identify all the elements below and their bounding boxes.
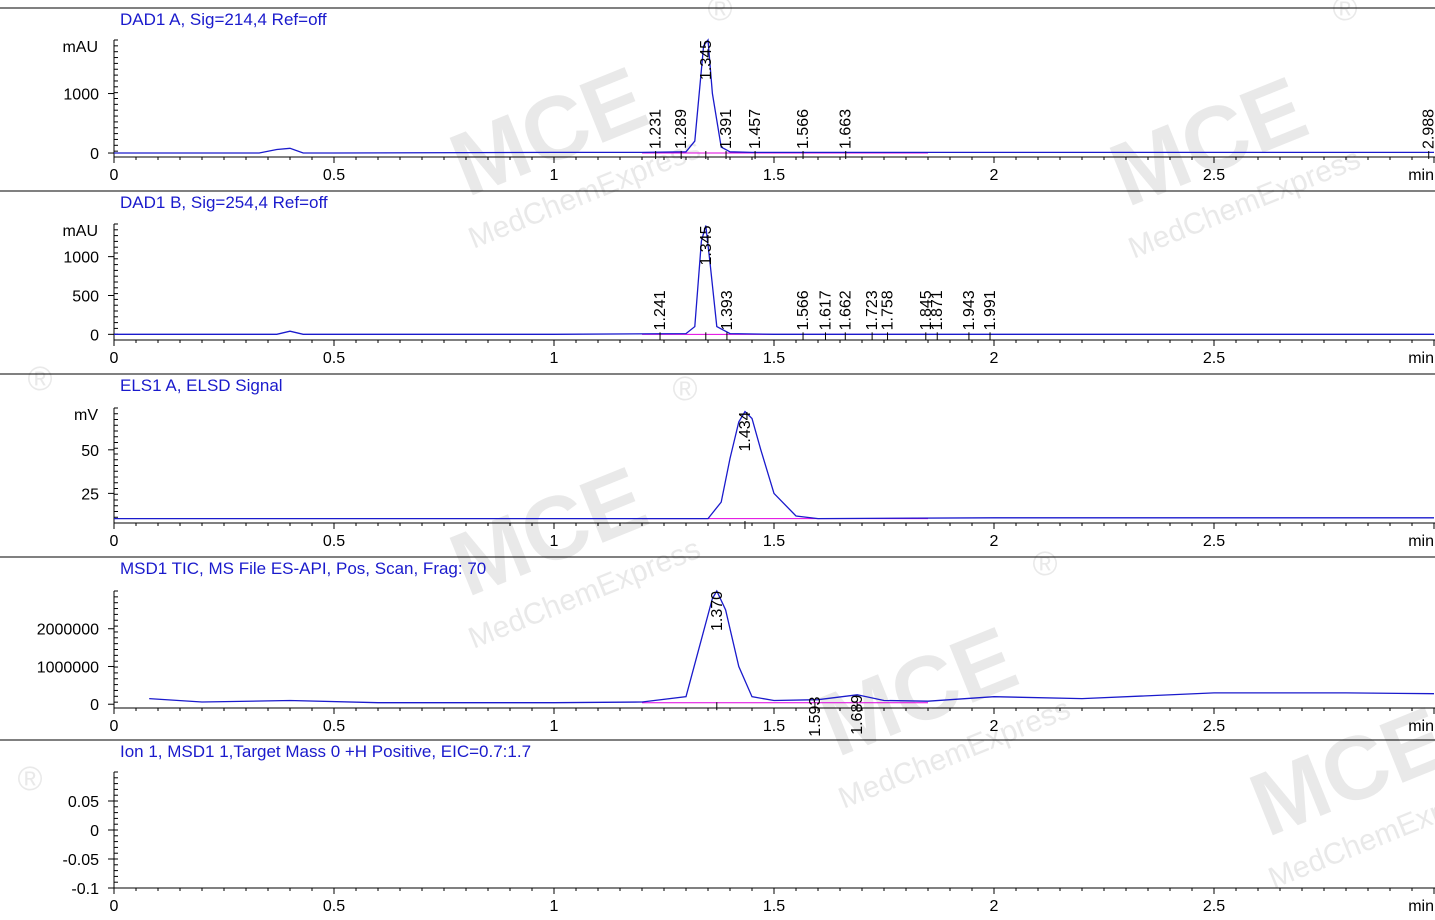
x-tick-label: 0: [110, 533, 119, 550]
x-tick-label: 1: [550, 898, 559, 915]
peak-label: 1.845: [918, 290, 935, 330]
y-unit-label: mAU: [62, 223, 98, 240]
signal-trace: [149, 589, 1435, 704]
y-tick-label: 500: [72, 288, 99, 305]
x-unit-label: min: [1408, 350, 1434, 367]
chart-panel-3: ELS1 A, ELSD Signal mV 25 50 0 0.5 1 1.5 2 2.5 min…: [0, 373, 1435, 550]
x-unit-label: min: [1408, 167, 1434, 184]
panel-title: MSD1 TIC, MS File ES-API, Pos, Scan, Fra…: [120, 559, 486, 578]
x-tick-label: 0: [110, 350, 119, 367]
x-tick-label: 0: [110, 898, 119, 915]
panel-title: DAD1 B, Sig=254,4 Ref=off: [120, 193, 328, 212]
peak-label: 1.943: [961, 290, 978, 330]
x-tick-label: 2: [990, 898, 999, 915]
y-unit-label: mV: [74, 407, 98, 424]
x-tick-label: 1: [550, 167, 559, 184]
chart-panel-1: DAD1 A, Sig=214,4 Ref=off mAU 0 1000 0 0.5 1 1.…: [0, 7, 1435, 184]
peak-label: 1.231: [648, 109, 665, 149]
peak-label: 1.662: [837, 290, 854, 330]
y-tick-label: -0.05: [63, 852, 100, 869]
peak-label: 1.434: [737, 411, 754, 451]
peak-label: 1.991: [982, 290, 999, 330]
x-tick-label: 2: [990, 350, 999, 367]
y-tick-label: 0: [90, 823, 99, 840]
x-tick-label: 2.5: [1203, 167, 1225, 184]
y-tick-label: 2000000: [37, 622, 99, 639]
y-unit-label: mAU: [62, 39, 98, 56]
x-tick-label: 1: [550, 718, 559, 735]
y-tick-label: 1000000: [37, 659, 99, 676]
peak-label: 1.593: [807, 697, 824, 737]
x-tick-label: 1.5: [763, 167, 785, 184]
peak-label: 1.566: [795, 109, 812, 149]
x-tick-label: 1.5: [763, 898, 785, 915]
signal-trace: [114, 410, 1434, 520]
peak-label: 1.723: [864, 290, 881, 330]
x-tick-label: 2.5: [1203, 718, 1225, 735]
x-tick-label: 0.5: [323, 718, 345, 735]
peak-label: 1.345: [698, 40, 715, 80]
x-tick-label: 0: [110, 718, 119, 735]
x-unit-label: min: [1408, 533, 1434, 550]
peak-label: 2.988: [1421, 109, 1435, 149]
x-tick-label: 2.5: [1203, 898, 1225, 915]
panel-title: ELS1 A, ELSD Signal: [120, 376, 283, 395]
y-tick-label: 25: [81, 486, 99, 503]
watermark-registered: ®: [672, 370, 697, 408]
watermark-registered: ®: [17, 760, 42, 798]
peak-label: 1.758: [880, 290, 897, 330]
chart-panel-4: MSD1 TIC, MS File ES-API, Pos, Scan, Fra…: [0, 556, 1435, 737]
watermark-registered: ®: [1032, 545, 1057, 583]
watermark-registered: ®: [27, 360, 52, 398]
x-tick-label: 2: [990, 718, 999, 735]
y-tick-label: 50: [81, 443, 99, 460]
x-tick-label: 1: [550, 533, 559, 550]
y-tick-label: -0.1: [71, 881, 99, 898]
x-tick-label: 0.5: [323, 533, 345, 550]
x-tick-label: 0.5: [323, 167, 345, 184]
chart-panel-5: Ion 1, MSD1 1,Target Mass 0 +H Positive,…: [0, 739, 1435, 915]
y-tick-label: 1000: [63, 87, 99, 104]
x-unit-label: min: [1408, 718, 1434, 735]
peak-label: 1.393: [719, 290, 736, 330]
peak-label: 1.289: [673, 109, 690, 149]
peak-label: 1.391: [718, 109, 735, 149]
peak-label: 1.617: [817, 290, 834, 330]
panel-title: DAD1 A, Sig=214,4 Ref=off: [120, 10, 327, 29]
x-tick-label: 1.5: [763, 533, 785, 550]
chart-panel-2: DAD1 B, Sig=254,4 Ref=off mAU 0 500 1000 0 0.5…: [0, 190, 1435, 367]
peak-label: 1.663: [838, 109, 855, 149]
y-tick-label: 0: [90, 146, 99, 163]
peak-label: 1.345: [698, 225, 715, 265]
peak-label: 1.871: [929, 290, 946, 330]
y-tick-label: 1000: [63, 250, 99, 267]
y-tick-label: 0: [90, 327, 99, 344]
x-tick-label: 0.5: [323, 350, 345, 367]
x-tick-label: 0: [110, 167, 119, 184]
x-tick-label: 1.5: [763, 350, 785, 367]
x-tick-label: 2: [990, 533, 999, 550]
x-tick-label: 1.5: [763, 718, 785, 735]
x-tick-label: 2.5: [1203, 350, 1225, 367]
peak-label: 1.370: [709, 591, 726, 631]
watermark-registered: ®: [1332, 0, 1357, 28]
x-tick-label: 2.5: [1203, 533, 1225, 550]
x-tick-label: 2: [990, 167, 999, 184]
watermark-registered: ®: [707, 0, 732, 28]
x-tick-label: 0.5: [323, 898, 345, 915]
x-unit-label: min: [1408, 898, 1434, 915]
peak-label: 1.566: [795, 290, 812, 330]
peak-label: 1.457: [747, 109, 764, 149]
panel-title: Ion 1, MSD1 1,Target Mass 0 +H Positive,…: [120, 742, 531, 761]
signal-trace: [114, 38, 1434, 154]
x-tick-label: 1: [550, 350, 559, 367]
peak-label: 1.241: [652, 290, 669, 330]
y-tick-label: 0: [90, 697, 99, 714]
signal-trace: [114, 225, 1434, 335]
peak-label: 1.689: [849, 695, 866, 735]
y-tick-label: 0.05: [68, 794, 99, 811]
